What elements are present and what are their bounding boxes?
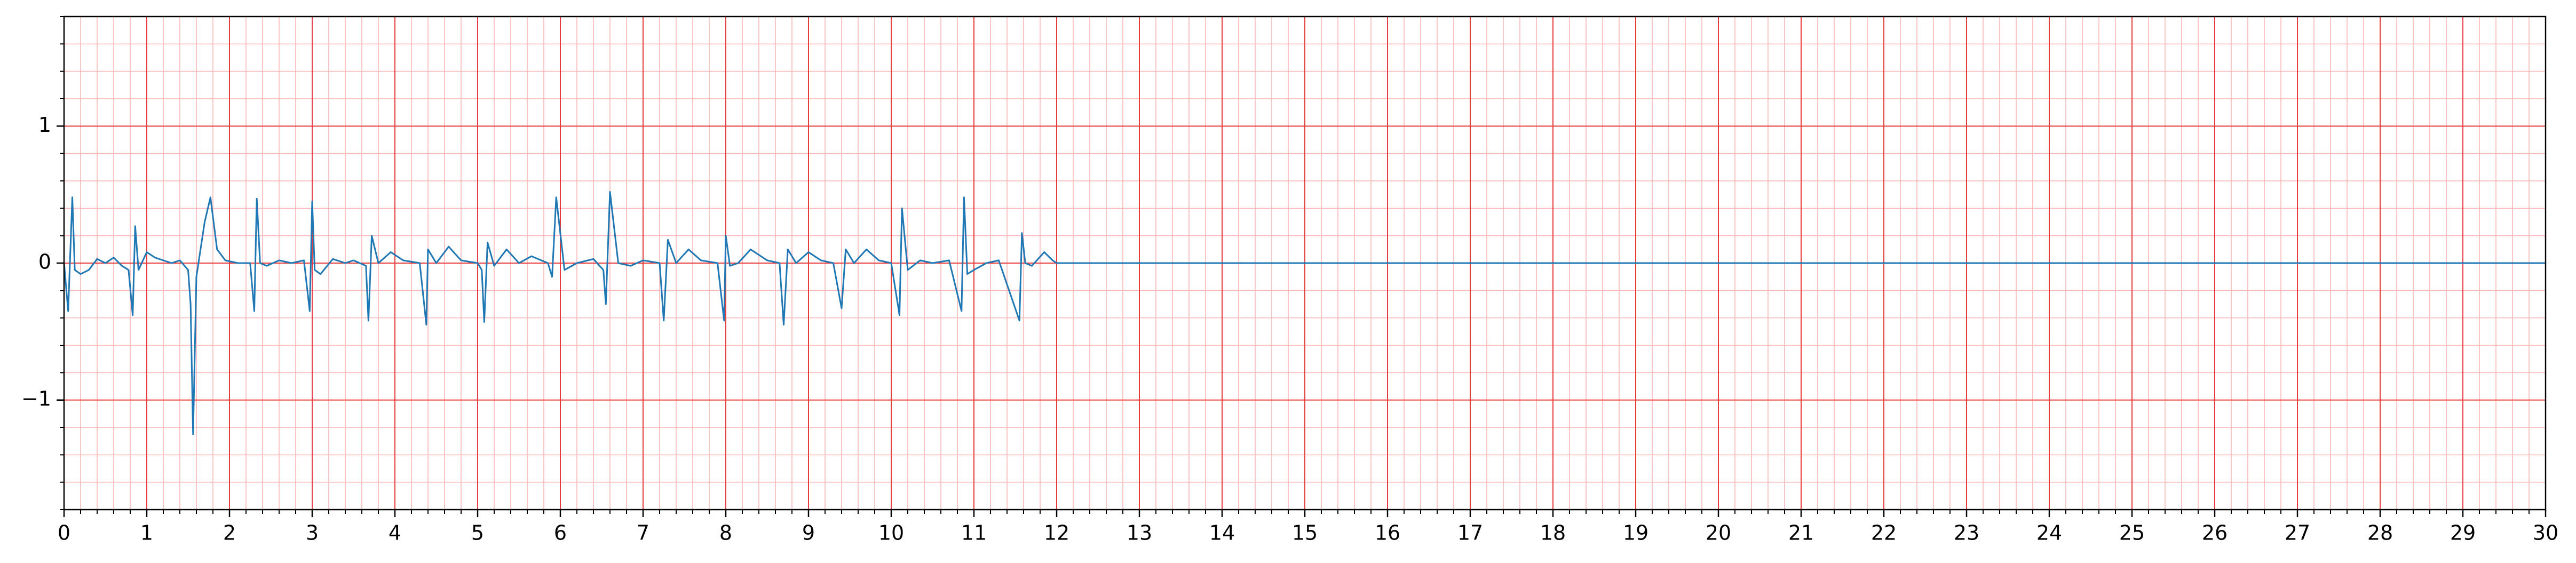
- x-tick-label: 25: [2119, 521, 2145, 545]
- x-tick-label: 8: [719, 521, 732, 545]
- plot-frame: [63, 15, 2547, 511]
- x-tick-label: 26: [2202, 521, 2228, 545]
- x-tick-label: 15: [1292, 521, 1318, 545]
- x-tick-label: 18: [1540, 521, 1566, 545]
- x-tick-label: 11: [961, 521, 987, 545]
- ecg-line: [63, 191, 2546, 435]
- x-tick-label: 4: [389, 521, 401, 545]
- x-tick-label: 2: [223, 521, 236, 545]
- x-tick-label: 22: [1871, 521, 1897, 545]
- x-tick-label: 21: [1788, 521, 1814, 545]
- x-tick-label: 0: [58, 521, 70, 545]
- x-tick-label: 7: [637, 521, 649, 545]
- x-tick-label: 6: [554, 521, 567, 545]
- y-tick-label: 1: [38, 113, 51, 137]
- x-tick-label: 20: [1706, 521, 1731, 545]
- x-tick-label: 28: [2367, 521, 2393, 545]
- x-tick-label: 3: [306, 521, 319, 545]
- x-tick-label: 1: [140, 521, 153, 545]
- x-tick-label: 12: [1044, 521, 1069, 545]
- x-tick-label: 30: [2533, 521, 2558, 545]
- x-tick-label: 5: [471, 521, 484, 545]
- x-tick-label: 10: [878, 521, 904, 545]
- x-tick-label: 19: [1623, 521, 1648, 545]
- x-tick-label: 27: [2285, 521, 2310, 545]
- y-tick-label: −1: [21, 387, 51, 410]
- x-tick-label: 24: [2036, 521, 2062, 545]
- x-tick-label: 14: [1209, 521, 1235, 545]
- x-tick-label: 16: [1375, 521, 1400, 545]
- x-tick-label: 9: [802, 521, 815, 545]
- x-tick-label: 13: [1127, 521, 1152, 545]
- x-tick-label: 23: [1954, 521, 1979, 545]
- x-tick-label: 17: [1457, 521, 1483, 545]
- x-tick-label: 29: [2450, 521, 2476, 545]
- y-tick-label: 0: [38, 250, 51, 274]
